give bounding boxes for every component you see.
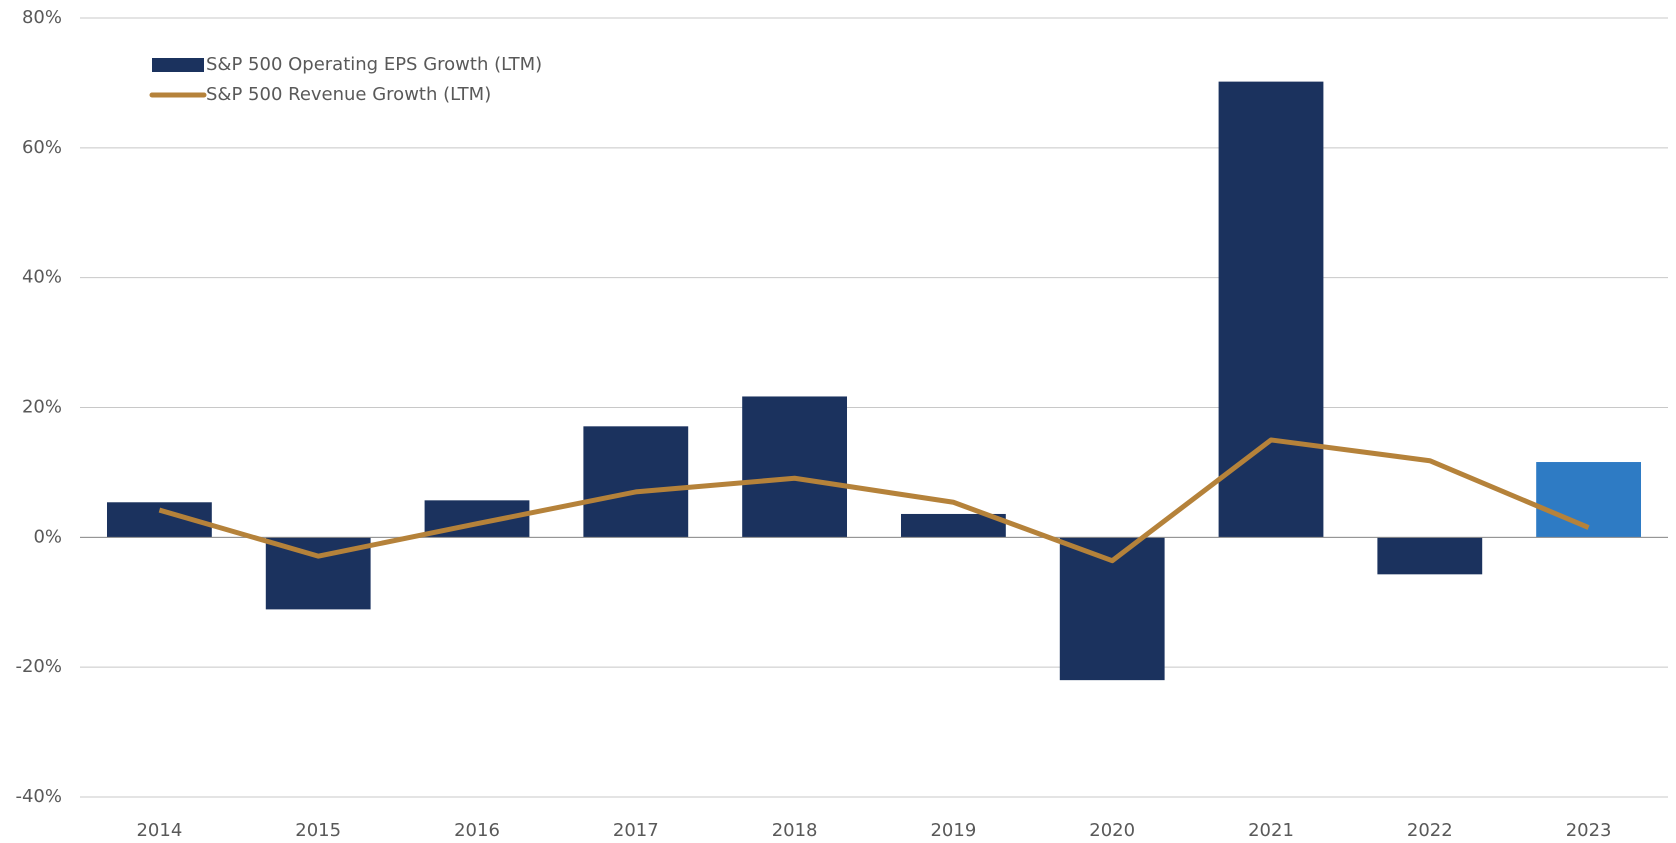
y-tick-label: 80% <box>22 7 62 28</box>
x-tick-label: 2021 <box>1248 820 1294 841</box>
y-tick-label: -20% <box>15 656 62 677</box>
x-tick-label: 2018 <box>772 820 818 841</box>
y-tick-label: -40% <box>15 786 62 807</box>
legend-swatch <box>152 58 204 72</box>
y-tick-label: 40% <box>22 267 62 288</box>
bar <box>742 396 848 538</box>
bar <box>1536 462 1642 538</box>
x-tick-label: 2023 <box>1566 820 1612 841</box>
y-tick-label: 20% <box>22 397 62 418</box>
legend-label: S&P 500 Revenue Growth (LTM) <box>206 84 491 105</box>
x-tick-label: 2017 <box>613 820 659 841</box>
bar <box>900 513 1006 538</box>
bar <box>1377 537 1483 575</box>
x-tick-label: 2016 <box>454 820 500 841</box>
y-tick-label: 0% <box>33 526 62 547</box>
bar <box>1218 81 1324 538</box>
x-tick-label: 2019 <box>930 820 976 841</box>
x-tick-label: 2022 <box>1407 820 1453 841</box>
x-tick-label: 2014 <box>136 820 182 841</box>
legend-label: S&P 500 Operating EPS Growth (LTM) <box>206 54 542 75</box>
line <box>158 437 1590 564</box>
y-tick-label: 60% <box>22 137 62 158</box>
bar <box>583 426 689 538</box>
x-tick-label: 2015 <box>295 820 341 841</box>
x-tick-label: 2020 <box>1089 820 1135 841</box>
